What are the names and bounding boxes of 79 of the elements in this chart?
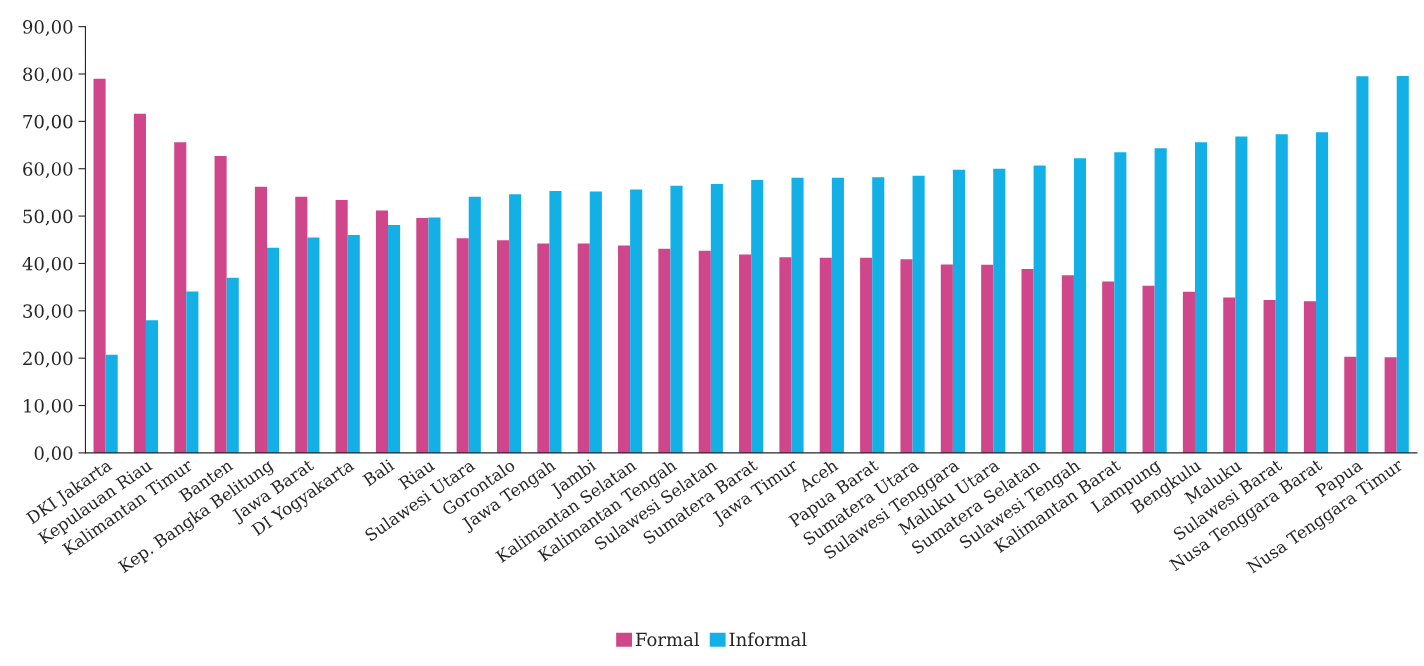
bar xyxy=(1275,134,1288,453)
y-tick-label: 80,00 xyxy=(23,67,73,84)
bar xyxy=(93,78,106,453)
bar xyxy=(698,250,711,453)
bar xyxy=(819,257,832,453)
bar xyxy=(779,257,792,453)
x-tick-label: Bali xyxy=(361,457,396,487)
bar xyxy=(1396,75,1409,453)
bar xyxy=(428,217,441,453)
bar xyxy=(1316,132,1329,453)
bar xyxy=(739,254,752,453)
legend-label: Formal xyxy=(635,632,700,647)
bar xyxy=(589,191,602,453)
bar xyxy=(1114,152,1127,453)
bar xyxy=(1154,148,1167,453)
bar xyxy=(1263,299,1276,453)
bar xyxy=(174,142,187,453)
bar xyxy=(537,243,550,453)
bar xyxy=(658,248,671,453)
bar xyxy=(670,185,683,453)
bar xyxy=(630,189,643,453)
bar xyxy=(1073,158,1087,453)
bar xyxy=(105,354,118,453)
bar xyxy=(1194,142,1208,453)
bar xyxy=(335,199,348,453)
bar xyxy=(860,257,873,453)
bar xyxy=(468,196,481,453)
bar xyxy=(214,155,227,453)
bar xyxy=(1102,281,1115,453)
bar xyxy=(496,240,510,453)
bar xyxy=(993,168,1006,453)
bar xyxy=(912,175,925,453)
bar xyxy=(1223,297,1236,453)
bar xyxy=(981,264,994,453)
bar xyxy=(549,190,562,453)
y-tick-label: 20,00 xyxy=(23,351,73,368)
bar xyxy=(751,180,764,453)
bar xyxy=(618,245,631,453)
bar xyxy=(456,238,469,453)
bar xyxy=(347,235,360,453)
bar xyxy=(1142,285,1155,453)
bar xyxy=(295,196,308,453)
bar xyxy=(940,264,953,453)
bar xyxy=(710,183,723,453)
bar xyxy=(133,113,146,453)
bar xyxy=(872,177,885,453)
y-tick-label: 60,00 xyxy=(23,162,73,179)
bar xyxy=(1303,301,1317,453)
bar xyxy=(1021,269,1034,453)
bar xyxy=(267,247,280,453)
bar xyxy=(1235,136,1248,453)
bar xyxy=(254,186,267,453)
legend-label: Informal xyxy=(729,632,807,647)
y-tick-label: 40,00 xyxy=(22,256,73,273)
bar xyxy=(1356,76,1369,453)
bar xyxy=(509,194,522,453)
bar xyxy=(577,243,590,453)
bar xyxy=(1182,291,1195,453)
bar xyxy=(1061,275,1074,453)
bar xyxy=(307,237,320,453)
bar xyxy=(416,217,429,453)
bar xyxy=(1384,357,1397,453)
y-tick-label: 10,00 xyxy=(24,398,73,415)
bar xyxy=(388,225,401,453)
bar xyxy=(375,210,389,453)
y-tick-label: 90,00 xyxy=(23,20,73,36)
y-tick-label: 0,00 xyxy=(34,446,73,463)
bar xyxy=(952,169,965,453)
bar xyxy=(831,177,844,453)
y-tick-label: 70,00 xyxy=(23,114,73,131)
bar xyxy=(900,259,913,453)
bar xyxy=(186,291,199,453)
y-tick-label: 50,00 xyxy=(23,209,73,226)
bar xyxy=(1344,356,1357,453)
y-tick-label: 30,00 xyxy=(23,304,73,321)
bar xyxy=(1033,165,1046,453)
bar xyxy=(145,320,159,453)
bar xyxy=(226,277,239,453)
bar xyxy=(791,177,804,453)
